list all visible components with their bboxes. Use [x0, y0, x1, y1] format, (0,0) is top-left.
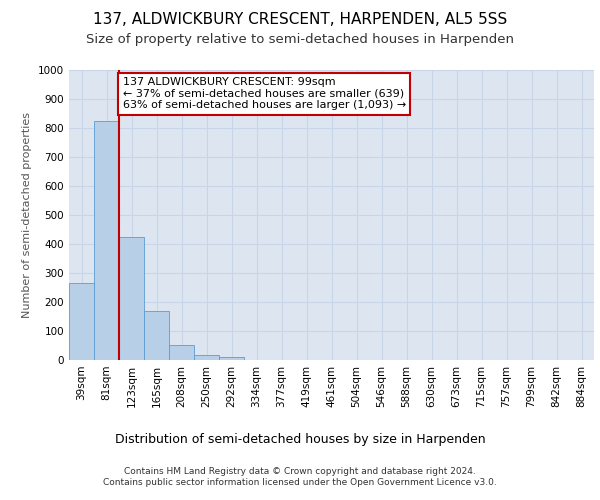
Text: Size of property relative to semi-detached houses in Harpenden: Size of property relative to semi-detach… — [86, 32, 514, 46]
Bar — [69, 283, 94, 360]
Bar — [219, 357, 244, 360]
Bar — [144, 312, 169, 360]
Text: 137, ALDWICKBURY CRESCENT, HARPENDEN, AL5 5SS: 137, ALDWICKBURY CRESCENT, HARPENDEN, AL… — [93, 12, 507, 28]
Bar — [119, 237, 144, 360]
Text: Distribution of semi-detached houses by size in Harpenden: Distribution of semi-detached houses by … — [115, 432, 485, 446]
Y-axis label: Number of semi-detached properties: Number of semi-detached properties — [22, 112, 32, 318]
Text: 137 ALDWICKBURY CRESCENT: 99sqm
← 37% of semi-detached houses are smaller (639)
: 137 ALDWICKBURY CRESCENT: 99sqm ← 37% of… — [123, 77, 406, 110]
Bar — [194, 356, 219, 360]
Bar — [169, 345, 194, 360]
Text: Contains HM Land Registry data © Crown copyright and database right 2024.
Contai: Contains HM Land Registry data © Crown c… — [103, 468, 497, 487]
Bar — [94, 120, 119, 360]
